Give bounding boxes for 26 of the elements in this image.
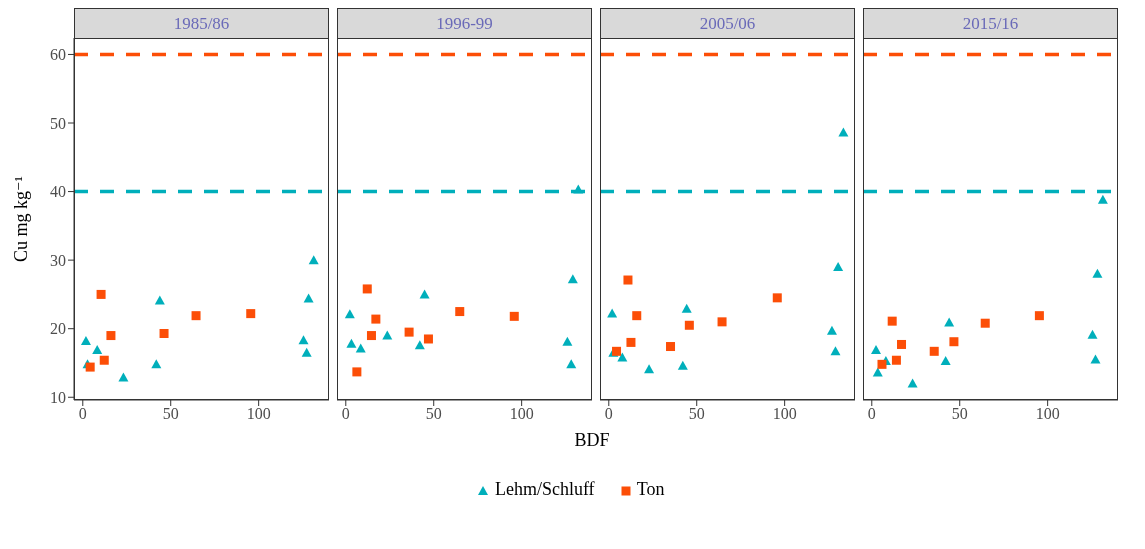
- x-axis-title: BDF: [573, 430, 611, 451]
- x-tick-label: 0: [78, 405, 87, 423]
- y-tick-label: 40: [50, 183, 66, 201]
- chart-title: 2005/06: [600, 8, 855, 38]
- x-tick-label: 0: [341, 405, 350, 423]
- y-axis-title: Cu mg kg⁻¹: [10, 176, 32, 262]
- x-tick-label: 100: [246, 405, 271, 423]
- x-tick-label: 50: [688, 405, 705, 423]
- x-tick-label: 100: [1035, 405, 1060, 423]
- y-tick-label: 30: [50, 251, 66, 269]
- x-tick-label: 100: [772, 405, 797, 423]
- y-tick-label: 50: [50, 114, 66, 132]
- legend-label: Ton: [635, 479, 665, 500]
- y-tick-label: 20: [50, 320, 66, 338]
- x-tick-label: 0: [604, 405, 613, 423]
- x-tick-label: 0: [867, 405, 876, 423]
- x-tick-label: 50: [951, 405, 968, 423]
- x-tick-label: 100: [509, 405, 534, 423]
- x-tick-label: 50: [162, 405, 179, 423]
- legend-label: Lehm/Schluff: [493, 479, 595, 500]
- x-tick-label: 50: [425, 405, 442, 423]
- chart-title: 2015/16: [863, 8, 1118, 38]
- y-tick-label: 10: [50, 388, 66, 406]
- chart-title: 1996-99: [337, 8, 592, 38]
- chart-title: 1985/86: [74, 8, 329, 38]
- y-tick-label: 60: [50, 46, 66, 64]
